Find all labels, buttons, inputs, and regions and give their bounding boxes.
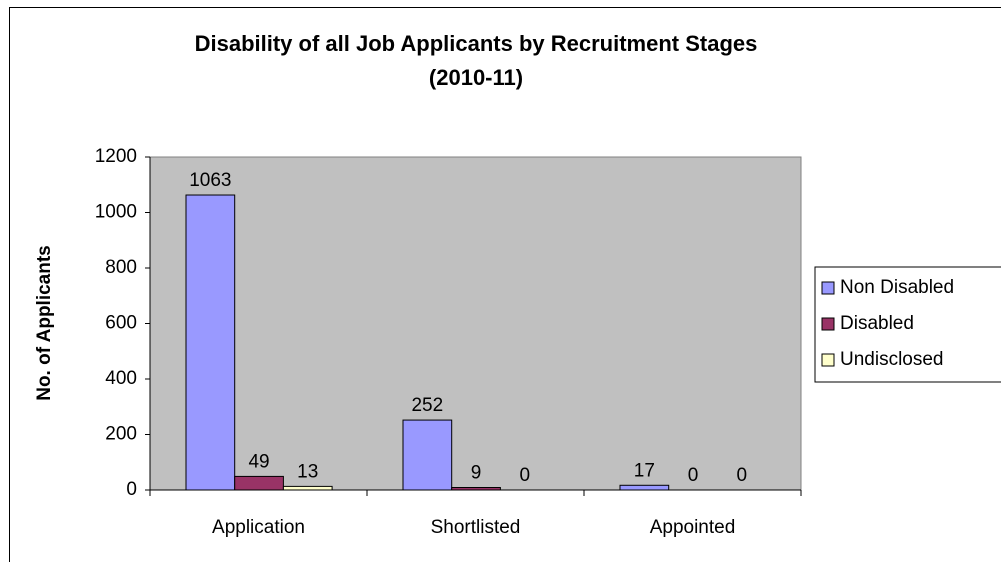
bar xyxy=(402,419,453,491)
x-tick-label: Application xyxy=(212,517,305,538)
data-label: 17 xyxy=(634,460,655,481)
chart-title: Disability of all Job Applicants by Recr… xyxy=(195,31,758,56)
y-tick-label: 1000 xyxy=(95,202,137,223)
data-label: 49 xyxy=(248,451,269,472)
data-label: 9 xyxy=(471,463,482,484)
data-label: 13 xyxy=(297,461,318,482)
legend-label: Non Disabled xyxy=(840,277,954,298)
plot-area xyxy=(149,156,802,491)
y-tick-label: 400 xyxy=(105,368,137,389)
legend-label: Disabled xyxy=(840,313,914,334)
y-tick-label: 600 xyxy=(105,313,137,334)
y-axis-label: No. of Applicants xyxy=(34,245,55,401)
data-label: 1063 xyxy=(189,170,231,191)
legend-box xyxy=(814,266,1001,383)
bar xyxy=(451,487,501,491)
y-tick-label: 200 xyxy=(105,424,137,445)
bar xyxy=(619,484,670,491)
data-label: 0 xyxy=(519,465,530,486)
data-label: 252 xyxy=(411,395,443,416)
y-tick-label: 0 xyxy=(126,479,137,500)
x-tick-label: Shortlisted xyxy=(431,517,521,538)
chart-subtitle: (2010-11) xyxy=(429,65,523,90)
y-tick-label: 1200 xyxy=(95,146,137,167)
bar xyxy=(185,194,236,491)
legend-label: Undisclosed xyxy=(840,349,944,370)
legend-swatch xyxy=(821,317,835,331)
data-label: 0 xyxy=(736,465,747,486)
data-label: 0 xyxy=(688,465,699,486)
x-tick-label: Appointed xyxy=(650,517,736,538)
bar xyxy=(282,485,333,491)
bar xyxy=(234,475,284,491)
legend-swatch xyxy=(821,353,835,367)
y-tick-label: 800 xyxy=(105,257,137,278)
legend-swatch xyxy=(821,281,835,295)
